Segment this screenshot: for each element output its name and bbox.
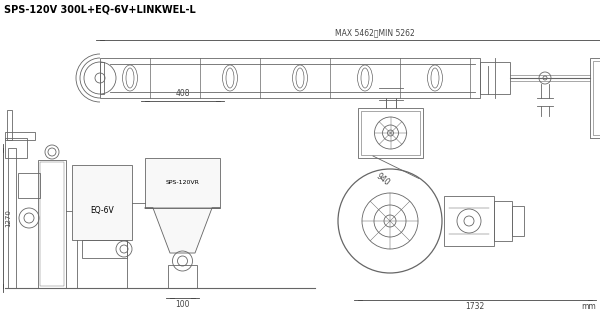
Bar [7,110,12,140]
Text: mm: mm [581,302,596,311]
Bar [18,173,40,198]
Text: 940: 940 [374,171,391,187]
Text: SPS-120VR: SPS-120VR [166,180,199,185]
Bar [5,132,35,140]
Bar [480,62,510,94]
Bar [40,162,64,286]
Text: MAX 5462～MIN 5262: MAX 5462～MIN 5262 [335,28,415,37]
Bar [444,196,494,246]
Bar [168,265,197,288]
Bar [8,148,16,288]
Bar [145,158,220,208]
Text: 408: 408 [175,89,190,98]
Polygon shape [145,208,220,253]
Text: 1732: 1732 [466,302,485,311]
Bar [100,58,480,98]
Text: EQ-6V: EQ-6V [90,205,114,215]
Text: 100: 100 [175,300,190,309]
Bar [358,108,423,158]
Bar [38,160,66,288]
Text: SPS-120V 300L+EQ-6V+LINKWEL-L: SPS-120V 300L+EQ-6V+LINKWEL-L [4,4,196,14]
Bar [5,138,27,158]
Text: 1270: 1270 [5,209,11,227]
Bar [361,111,420,155]
Bar [82,240,127,258]
Bar [100,62,104,94]
Bar [494,201,512,241]
Bar [593,61,600,135]
Bar [590,58,600,138]
Bar [72,165,132,240]
Bar [512,206,524,236]
